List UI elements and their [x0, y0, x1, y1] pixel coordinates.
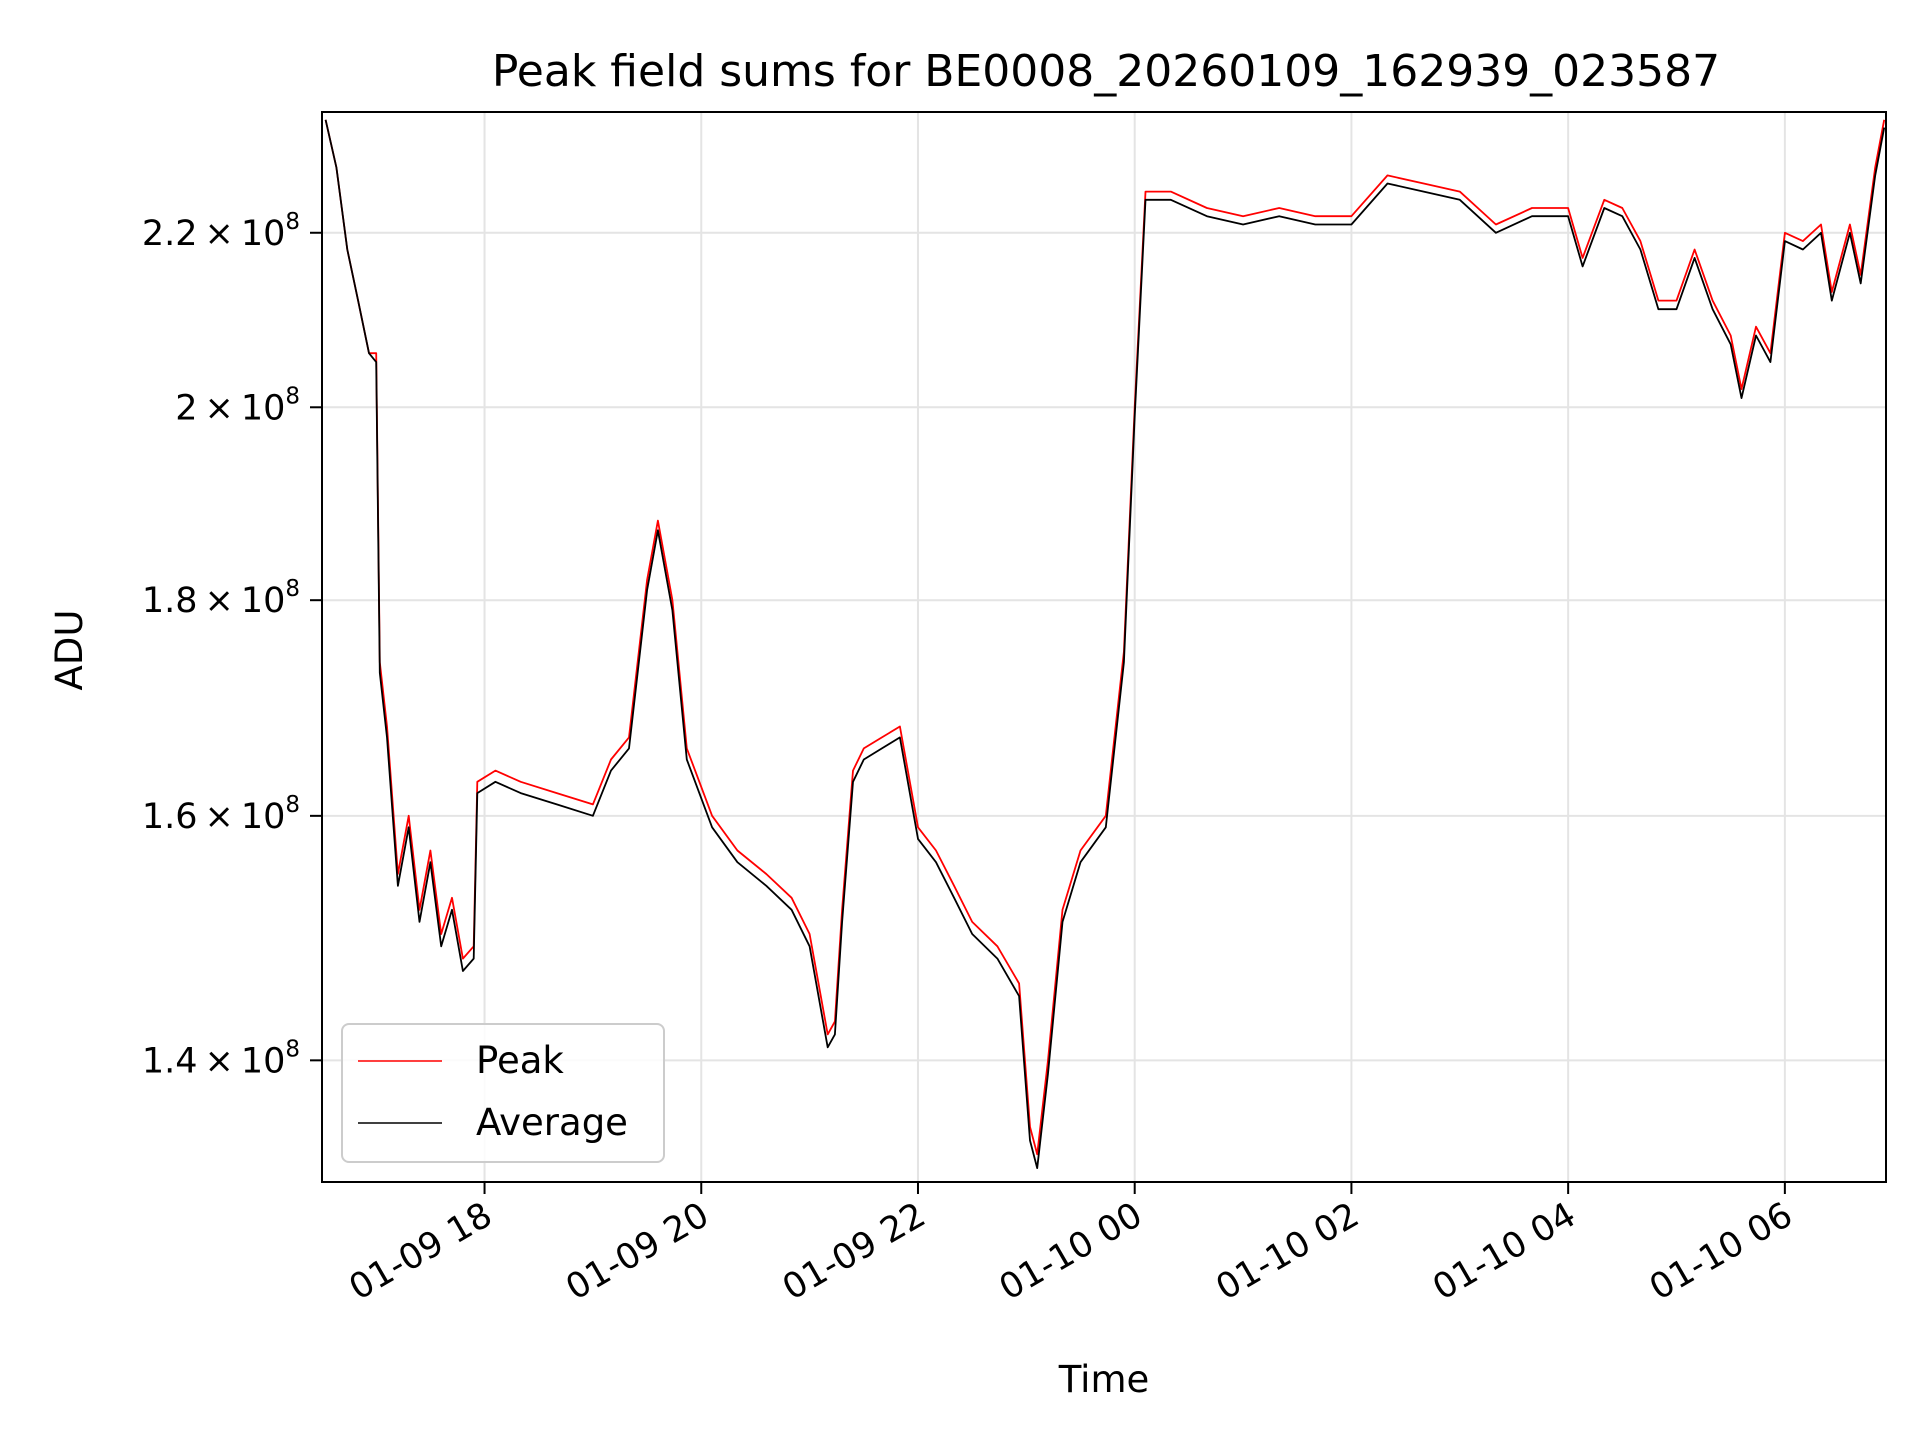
y-tick-times: × 10 — [198, 388, 286, 428]
y-tick-exponent: 8 — [285, 209, 300, 235]
y-tick-mantissa: 1.6 — [142, 797, 198, 837]
y-tick-times: × 10 — [198, 581, 286, 621]
y-tick-label: 2.2 × 108 — [142, 209, 300, 254]
series-line-peak — [324, 119, 1886, 1156]
y-tick-times: × 10 — [198, 797, 286, 837]
plot-area — [322, 112, 1886, 1182]
plot-frame — [321, 111, 1887, 1183]
series-line-average — [324, 119, 1886, 1169]
legend-box — [341, 1023, 665, 1163]
legend-label-average: Average — [476, 1101, 628, 1144]
y-axis-label: ADU — [48, 610, 91, 691]
y-tick-label: 2 × 108 — [175, 383, 300, 428]
y-tick-exponent: 8 — [285, 1036, 300, 1062]
y-tick-mantissa: 2 — [175, 388, 197, 428]
legend: Peak Average — [341, 1023, 665, 1163]
y-tick-mantissa: 2.2 — [142, 214, 198, 254]
y-tick-exponent: 8 — [285, 576, 300, 602]
y-tick-exponent: 8 — [285, 383, 300, 409]
y-tick-exponent: 8 — [285, 792, 300, 818]
y-tick-label: 1.6 × 108 — [142, 792, 300, 837]
y-tick-times: × 10 — [198, 1041, 286, 1081]
y-tick-mantissa: 1.8 — [142, 581, 198, 621]
y-tick-mantissa: 1.4 — [142, 1041, 198, 1081]
x-axis-label: Time — [1058, 1358, 1150, 1401]
y-tick-label: 1.8 × 108 — [142, 576, 300, 621]
legend-label-peak: Peak — [476, 1039, 564, 1082]
chart-title: Peak field sums for BE0008_20260109_1629… — [492, 46, 1720, 97]
y-tick-label: 1.4 × 108 — [142, 1036, 300, 1081]
y-tick-times: × 10 — [198, 214, 286, 254]
series-group — [324, 119, 1886, 1169]
